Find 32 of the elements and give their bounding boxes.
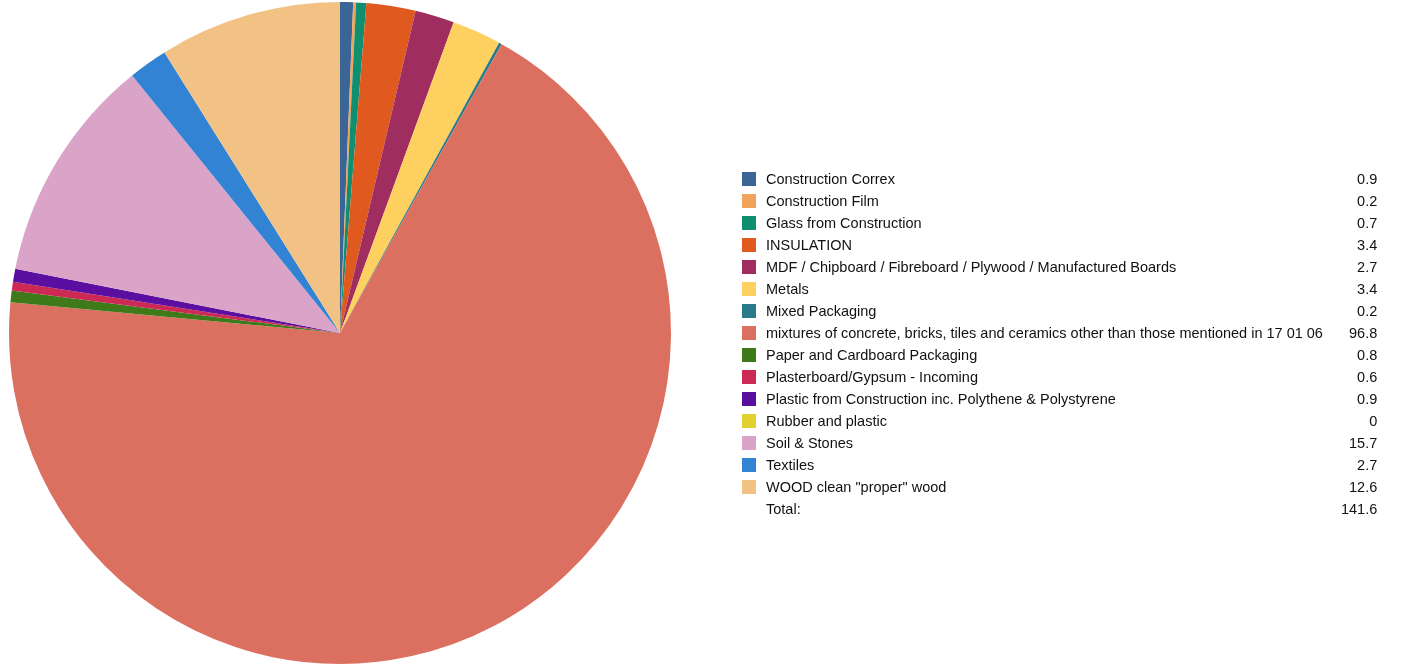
legend-label: Metals: [765, 280, 810, 299]
data-label: 0.8: [1356, 346, 1378, 365]
data-label: 0.7: [1356, 214, 1378, 233]
data-label: 0.6: [1356, 368, 1378, 387]
data-label: 0.2: [1356, 192, 1378, 211]
data-label: 0.9: [1356, 390, 1378, 409]
data-label: 96.8: [1348, 324, 1378, 343]
data-label: 15.7: [1348, 434, 1378, 453]
data-label: 0.2: [1356, 302, 1378, 321]
legend-label: INSULATION: [765, 236, 853, 255]
legend-label: WOOD clean "proper" wood: [765, 478, 948, 497]
data-label: 12.6: [1348, 478, 1378, 497]
legend-label: Construction Correx: [765, 170, 896, 189]
legend-label: Plasterboard/Gypsum - Incoming: [765, 368, 979, 387]
legend-label: Mixed Packaging: [765, 302, 878, 321]
legend-label: Plastic from Construction inc. Polythene & Polystyrene: [765, 390, 1117, 409]
legend-label: mixtures of concrete, bricks, tiles and ceramics other than those mentioned in 17 01 06: [765, 324, 1323, 343]
text: 141.6: [1339, 500, 1378, 519]
text: 0: [1369, 413, 1378, 429]
data-label: 2.7: [1356, 258, 1378, 277]
legend-label: Paper and Cardboard Packaging: [765, 346, 979, 365]
data-label: 3.4: [1356, 280, 1378, 299]
data-label: 2.7: [1356, 456, 1378, 475]
text: Total:: [765, 500, 802, 519]
legend-label: Construction Film: [765, 192, 880, 211]
data-label: 3.4: [1356, 236, 1378, 255]
legend-label: Rubber and plastic: [765, 412, 888, 431]
data-label: 0.9: [1356, 170, 1378, 189]
legend-label: Textiles: [765, 456, 816, 475]
legend-label: MDF / Chipboard / Fibreboard / Plywood / Manufactured Boards: [765, 258, 1178, 277]
legend-label: Glass from Construction: [765, 214, 923, 233]
legend-label: Soil & Stones: [765, 434, 855, 453]
